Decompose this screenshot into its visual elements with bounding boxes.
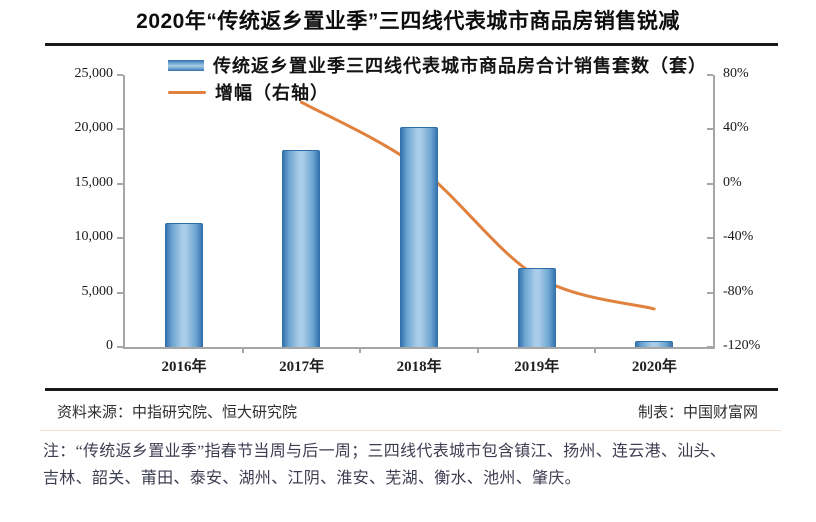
bottom-divider — [45, 388, 778, 391]
x-axis-label: 2017年 — [279, 359, 325, 375]
right-axis-tickmark — [707, 74, 713, 76]
right-axis-tick-label: 0% — [723, 174, 742, 190]
top-divider — [45, 43, 778, 46]
right-axis-tickmark — [707, 237, 713, 240]
x-axis-label: 2020年 — [631, 359, 677, 375]
left-axis-tickmark — [117, 237, 123, 240]
right-value-axis — [713, 75, 715, 349]
data-source-text: 资料来源：中指研究院、恒大研究院 — [57, 405, 298, 421]
plot-area: 25,000 20,000 15,000 10,000 5,000 0 80% 40% 0% -4… — [75, 66, 761, 375]
left-axis-tick-label: 0 — [106, 338, 113, 353]
left-axis-tick-label: 5,000 — [81, 283, 114, 299]
x-axis-tickmark — [359, 347, 362, 353]
chart-credit-text: 制表：中国财富网 — [637, 405, 758, 421]
right-axis-tickmark — [707, 346, 713, 348]
left-axis-tick-label: 10,000 — [74, 229, 114, 245]
footnote-line-2: 吉林、韶关、莆田、泰安、湖州、江阴、淮安、芜湖、衡水、池州、肇庆。 — [43, 470, 581, 487]
bar-legend-swatch-icon — [168, 59, 204, 71]
bar-2017年 — [282, 150, 321, 347]
left-axis-tick-label: 20,000 — [74, 120, 114, 136]
left-axis-tickmark — [117, 346, 123, 348]
right-axis-tickmark — [707, 128, 713, 131]
line-legend-label: 增幅（右轴） — [215, 83, 329, 103]
legend-item-line: 增幅（右轴） — [168, 79, 329, 105]
right-axis-tick-label: 40% — [723, 120, 749, 136]
left-axis-tick-label: 15,000 — [74, 174, 114, 190]
x-axis-tickmark — [476, 347, 479, 353]
x-axis-tickmark — [241, 347, 244, 353]
growth-line — [299, 100, 656, 311]
footnote: 注：“传统返乡置业季”指春节当周与后一周；三四线代表城市包含镇江、扬州、连云港、… — [43, 438, 783, 492]
right-axis-tick-label: -120% — [723, 338, 761, 353]
right-axis-tick-label: -80% — [723, 283, 754, 299]
legend-item-bars: 传统返乡置业季三四线代表城市商品房合计销售套数（套） — [168, 52, 707, 78]
left-axis-tickmark — [117, 128, 123, 131]
bar-2016年 — [164, 223, 203, 347]
left-axis-tickmark — [117, 74, 123, 76]
chart-title: 2020年“传统返乡置业季”三四线代表城市商品房销售锐减 — [136, 10, 680, 33]
left-axis-tickmark — [117, 182, 123, 185]
bar-2019年 — [517, 267, 556, 347]
x-axis — [123, 347, 715, 349]
left-axis-tick-label: 25,000 — [74, 66, 114, 81]
footnote-line-1: 注：“传统返乡置业季”指春节当周与后一周；三四线代表城市包含镇江、扬州、连云港、… — [43, 443, 727, 460]
right-axis-tick-label: 80% — [723, 66, 749, 81]
left-value-axis — [123, 75, 125, 349]
right-axis-tickmark — [707, 291, 713, 294]
bar-legend-label: 传统返乡置业季三四线代表城市商品房合计销售套数（套） — [213, 56, 707, 76]
bar-2020年 — [635, 340, 674, 347]
right-axis-tickmark — [707, 182, 713, 185]
x-axis-label: 2016年 — [161, 359, 207, 375]
x-axis-label: 2018年 — [396, 359, 442, 375]
thin-divider — [40, 430, 781, 431]
right-axis-tick-label: -40% — [723, 229, 754, 245]
left-axis-tickmark — [117, 291, 123, 294]
bar-2018年 — [400, 127, 438, 347]
x-axis-tickmark — [594, 347, 597, 353]
x-axis-label: 2019年 — [514, 359, 560, 375]
line-legend-swatch-icon — [168, 90, 206, 94]
